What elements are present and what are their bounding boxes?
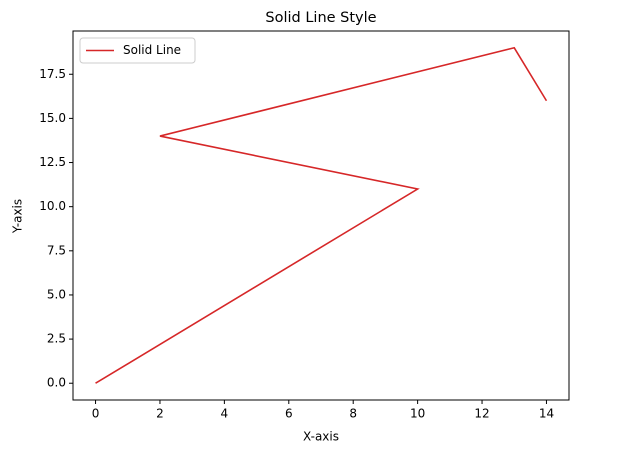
x-tick-label: 2 — [156, 407, 164, 421]
plot-frame — [72, 30, 570, 401]
y-tick-label: 15.0 — [39, 111, 66, 125]
x-tick-label: 4 — [221, 407, 229, 421]
y-tick-label: 17.5 — [39, 67, 66, 81]
y-tick-label: 5.0 — [47, 287, 66, 301]
y-axis-label: Y-axis — [11, 199, 25, 234]
chart-title: Solid Line Style — [265, 10, 376, 26]
legend-label: Solid Line — [123, 43, 181, 57]
x-tick-label: 6 — [285, 407, 293, 421]
x-tick-label: 8 — [349, 407, 357, 421]
legend-box — [79, 37, 196, 64]
y-tick-label: 7.5 — [47, 243, 66, 257]
y-tick-label: 12.5 — [39, 155, 66, 169]
x-tick-label: 0 — [92, 407, 100, 421]
y-tick-label: 10.0 — [39, 199, 66, 213]
y-tick-label: 2.5 — [47, 332, 66, 346]
line — [95, 46, 548, 384]
x-tick-label: 10 — [410, 407, 425, 421]
x-tick-label: 12 — [474, 407, 489, 421]
x-tick-label: 14 — [539, 407, 554, 421]
y-tick-label: 0.0 — [47, 376, 66, 390]
x-axis-label: X-axis — [303, 430, 339, 444]
